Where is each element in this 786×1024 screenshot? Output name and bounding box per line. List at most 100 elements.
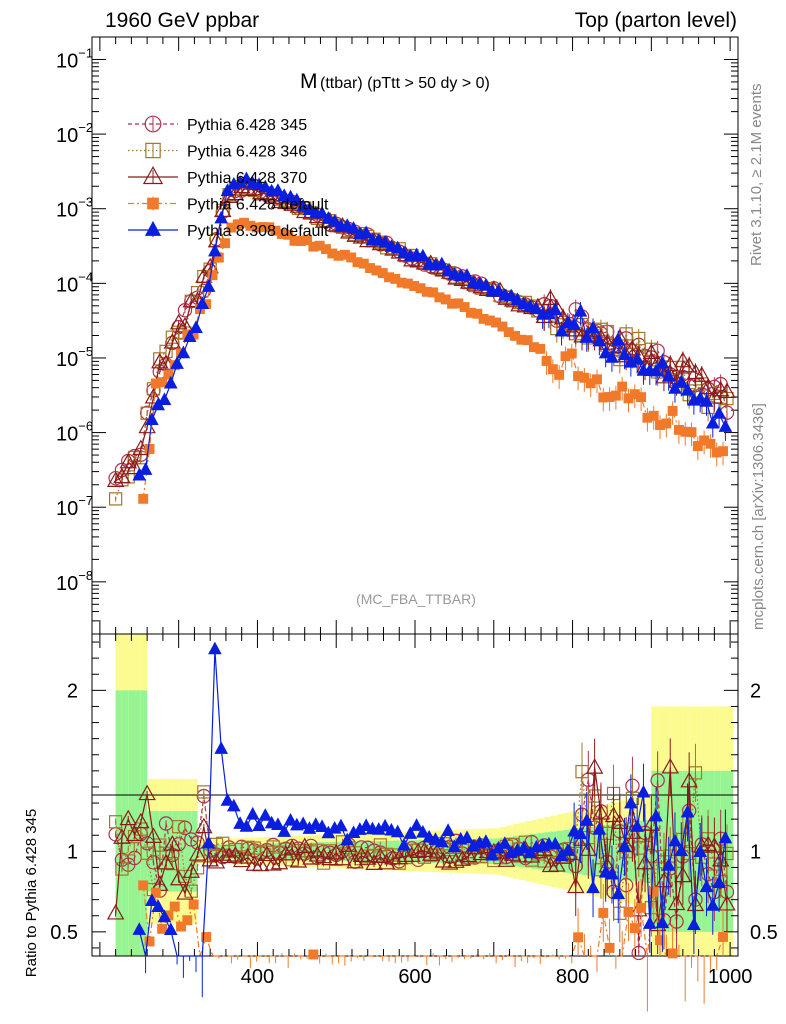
ratio-band-inner [128,690,135,956]
data-point [409,818,424,831]
data-point [648,886,659,897]
data-point [365,263,376,274]
data-point [497,836,512,849]
data-point [157,923,168,934]
ratio-band-inner [575,828,583,875]
data-point [705,898,720,911]
data-point [169,901,180,912]
main-y-tick-label: 10−7 [56,493,93,520]
data-point [220,238,231,249]
data-point [271,183,285,196]
data-point [296,816,310,830]
ratio-band-inner [645,819,652,883]
main-y-tick-label: 10−3 [56,195,93,222]
data-point [145,142,161,159]
data-point [705,837,724,853]
data-point [585,378,596,389]
data-point [693,366,711,382]
header-right: Top (parton level) [575,9,737,32]
data-point [598,392,609,403]
data-point [264,855,282,871]
data-point [535,343,546,354]
data-point [484,315,495,326]
data-point [359,849,377,865]
data-point [680,771,698,788]
ratio-band-inner [638,820,646,883]
data-point [497,851,516,867]
data-point [479,834,493,847]
ratio-band-inner [203,844,211,858]
data-point [687,917,701,931]
x-tick-label: 400 [241,966,274,988]
data-point [214,741,229,754]
legend-item: Pythia 6.428 default [128,196,329,214]
data-point [371,822,386,835]
data-point [667,406,678,416]
data-point [624,795,638,809]
data-point [108,492,123,506]
data-point [623,393,634,404]
ratio-band-inner [663,770,671,932]
data-point [245,220,256,231]
rivet-label: Rivet 3.1.10, ≥ 2.1M events [748,84,765,267]
data-point [560,351,571,362]
data-point [144,936,155,947]
series-ratio-3 [138,862,728,1012]
data-point [339,249,350,260]
data-point [440,294,451,305]
ratio-y-tick-label: 1 [67,841,78,863]
data-point [163,375,178,389]
data-point [239,171,254,185]
data-point [172,820,186,834]
series-ratio-1 [108,742,734,943]
data-point [421,286,432,297]
data-point [113,828,131,844]
data-point [718,932,728,942]
data-point [176,921,186,932]
data-point [378,234,392,248]
data-point [252,818,266,832]
data-point [315,205,329,219]
data-point [188,899,199,910]
ratio-band-inner [588,826,595,876]
data-point [302,235,313,246]
data-point [428,843,446,859]
data-point [516,334,527,345]
data-point [145,893,159,907]
data-point [711,850,730,867]
data-point [289,852,308,868]
data-point [213,252,224,263]
data-point [623,906,634,917]
data-point [377,853,396,870]
legend-label: Pythia 6.428 default [187,197,329,214]
data-point [409,842,427,859]
ratio-band-inner [115,690,122,956]
data-point [674,843,689,857]
data-point [422,845,440,861]
x-tick-label: 800 [556,966,589,988]
data-point [390,848,408,865]
data-point [144,444,155,454]
data-point [547,364,558,375]
data-point [447,852,465,868]
data-point [567,317,581,331]
ratio-band-inner [147,811,154,892]
series-main-4 [132,171,733,481]
data-point [667,894,686,911]
data-point [648,410,659,421]
data-point [610,390,621,401]
data-point [327,843,345,860]
data-point [661,369,676,382]
data-point [573,371,584,382]
legend-item: Pythia 6.428 345 [128,115,307,134]
ratio-y-tick-label: 0.5 [750,922,778,944]
data-point [283,813,298,826]
data-point [283,229,294,240]
ratio-band-inner [670,770,677,932]
data-point [459,846,478,863]
main-series [106,171,736,506]
data-point [125,458,144,475]
data-point [239,217,249,228]
data-point [598,907,609,918]
